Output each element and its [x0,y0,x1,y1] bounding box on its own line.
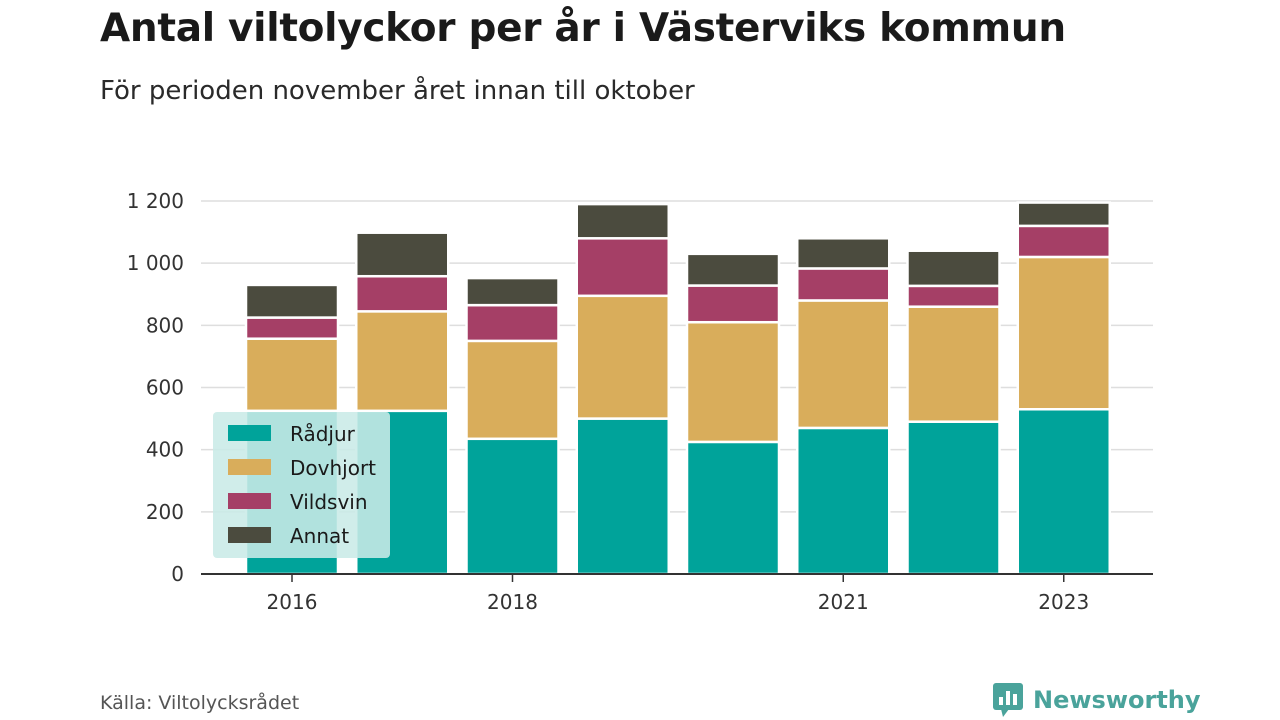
legend-label: Dovhjort [290,456,376,480]
bar-segment-dovhjort [244,337,340,413]
bar-segment-dovhjort [355,310,450,413]
bar-segment-vildsvin [906,284,1001,308]
bar-segment-annat [465,276,560,307]
y-tick-label: 1 200 [127,189,184,213]
bar-segment-dovhjort [685,320,781,444]
bar-segment-vildsvin [685,284,781,324]
y-tick-label: 800 [146,313,184,337]
bar-segment-annat [355,231,450,278]
chart-subtitle: För perioden november året innan till ok… [100,76,695,106]
bar-segment-dovhjort [465,339,560,441]
legend-label: Vildsvin [290,490,368,514]
legend-label: Rådjur [290,422,356,446]
newsworthy-logo-icon [993,683,1023,717]
chart-title: Antal viltolyckor per år i Västerviks ko… [100,6,1066,51]
bar-segment-vildsvin [244,316,340,340]
bar-segment-annat [796,237,891,270]
bar-segment-rådjur [465,437,560,576]
bar-segment-dovhjort [796,299,891,430]
y-tick-label: 200 [146,500,184,524]
brand-name: Newsworthy [1033,686,1201,714]
bar-segment-rådjur [685,440,781,576]
bar-segment-annat [685,252,781,287]
legend-swatch-rådjur [228,425,271,441]
axes: 0 200 400 600 800 1 000 1 200 2016 2018 2021 2023 [127,189,1153,614]
bar-segment-rådjur [906,420,1001,576]
legend-background [213,412,390,558]
x-tick-label: 2018 [487,590,538,614]
bar-segment-rådjur [1016,408,1111,576]
bar-segment-vildsvin [1016,224,1111,259]
bar-segment-rådjur [575,417,670,576]
bar-segment-annat [244,283,340,319]
legend-label: Annat [290,524,349,548]
bar-segment-annat [575,202,670,240]
x-tick-label: 2023 [1038,590,1089,614]
bar-segment-rådjur [796,426,891,576]
bar-segment-dovhjort [906,305,1001,423]
y-tick-label: 1 000 [127,251,184,275]
bar-segment-annat [1016,201,1111,228]
bar-segment-annat [906,249,1001,288]
bar-segment-dovhjort [1016,255,1111,411]
bar-segment-vildsvin [355,274,450,313]
legend-swatch-dovhjort [228,459,271,475]
brand-logo[interactable]: Newsworthy [993,683,1201,717]
legend-swatch-annat [228,527,271,543]
bar-segment-vildsvin [465,303,560,343]
legend: Rådjur Dovhjort Vildsvin Annat [213,412,390,558]
bar-segment-vildsvin [796,267,891,302]
bar-segment-vildsvin [575,237,670,298]
y-tick-label: 600 [146,376,184,400]
legend-swatch-vildsvin [228,493,271,509]
y-tick-label: 400 [146,438,184,462]
source-note: Källa: Viltolycksrådet [100,692,300,714]
x-tick-label: 2016 [267,590,318,614]
x-tick-label: 2021 [818,590,869,614]
y-tick-label: 0 [171,562,184,586]
bar-segment-dovhjort [575,294,670,420]
